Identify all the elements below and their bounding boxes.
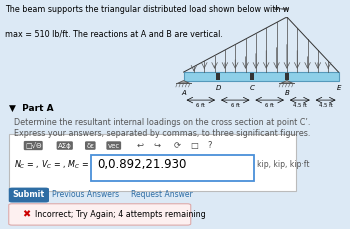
Text: vec: vec bbox=[108, 142, 120, 149]
Text: ↩: ↩ bbox=[136, 141, 144, 150]
Text: $N_C$ = , $V_C$ = , $M_C$ =: $N_C$ = , $V_C$ = , $M_C$ = bbox=[14, 159, 90, 171]
Text: Determine the resultant internal loadings on the cross section at point C’.: Determine the resultant internal loading… bbox=[14, 118, 310, 127]
Bar bbox=[285, 73, 289, 80]
Bar bbox=[251, 73, 254, 80]
Polygon shape bbox=[178, 81, 189, 83]
Text: C: C bbox=[250, 85, 255, 91]
Text: The beam supports the triangular distributed load shown below with w: The beam supports the triangular distrib… bbox=[5, 5, 290, 14]
Text: Incorrect; Try Again; 4 attempts remaining: Incorrect; Try Again; 4 attempts remaini… bbox=[35, 210, 206, 219]
Text: D: D bbox=[215, 85, 221, 91]
Text: 4.5 ft: 4.5 ft bbox=[293, 103, 307, 108]
Polygon shape bbox=[281, 81, 293, 83]
Text: □: □ bbox=[190, 141, 198, 150]
Text: 4.5 ft: 4.5 ft bbox=[319, 103, 332, 108]
FancyBboxPatch shape bbox=[9, 188, 49, 202]
FancyBboxPatch shape bbox=[9, 134, 296, 191]
Text: ↪: ↪ bbox=[154, 141, 161, 150]
Text: 6 ft: 6 ft bbox=[196, 103, 205, 108]
Text: Submit: Submit bbox=[13, 191, 45, 199]
Text: AΣϕ: AΣϕ bbox=[58, 142, 72, 149]
Text: $w_{\max}$: $w_{\max}$ bbox=[273, 5, 289, 13]
Bar bbox=[216, 73, 220, 80]
Bar bbox=[184, 72, 338, 81]
Text: max = 510 lb/ft. The reactions at A and B are vertical.: max = 510 lb/ft. The reactions at A and … bbox=[5, 30, 223, 39]
Text: δε: δε bbox=[86, 142, 94, 149]
Text: Express your answers, separated by commas, to three significant figures.: Express your answers, separated by comma… bbox=[14, 129, 310, 138]
Text: □√Θ: □√Θ bbox=[25, 142, 42, 149]
Text: ⟳: ⟳ bbox=[173, 141, 180, 150]
Text: Request Answer: Request Answer bbox=[131, 191, 193, 199]
Text: ▼  Part A: ▼ Part A bbox=[9, 104, 53, 113]
Text: E: E bbox=[336, 85, 341, 91]
Text: ✖: ✖ bbox=[22, 209, 30, 219]
FancyBboxPatch shape bbox=[91, 155, 254, 181]
FancyBboxPatch shape bbox=[9, 204, 191, 225]
Text: 6 ft: 6 ft bbox=[265, 103, 274, 108]
Text: kip, kip, kip·ft: kip, kip, kip·ft bbox=[257, 161, 310, 169]
Text: ?: ? bbox=[208, 141, 212, 150]
Text: Previous Answers: Previous Answers bbox=[52, 191, 119, 199]
Text: 6 ft: 6 ft bbox=[231, 103, 240, 108]
Text: 0,0.892,21.930: 0,0.892,21.930 bbox=[97, 158, 187, 172]
Text: B: B bbox=[285, 90, 289, 96]
Text: A: A bbox=[181, 90, 186, 96]
